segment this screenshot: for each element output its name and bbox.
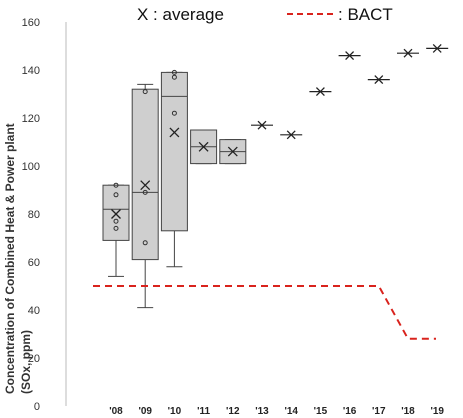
box-12 (219, 139, 247, 165)
mean-marker (111, 209, 121, 219)
mean-marker (286, 130, 296, 140)
mean-marker-stroke (198, 141, 209, 152)
legend-average-label: X : average (137, 5, 224, 24)
data-point (113, 225, 119, 231)
single-13 (251, 120, 273, 130)
x-tick-label: '13 (255, 406, 269, 417)
y-ticks: 0 20 40 60 80 100 120 140 160 (22, 17, 40, 413)
mean-marker (257, 120, 267, 130)
data-point (142, 89, 148, 95)
mean-marker (315, 87, 325, 97)
data-point (113, 218, 119, 224)
x-ticks: '08 '09 '10 '11 '12 '13 '14 '15 '16 '17 '18 '19 (109, 406, 444, 417)
data-point (113, 182, 119, 188)
legend: X : average : BACT (137, 5, 393, 24)
y-tick-label: 0 (34, 401, 40, 413)
x-tick-label: '09 (138, 406, 152, 417)
box-body (160, 71, 188, 232)
mean-marker (432, 43, 442, 53)
y-tick-label: 100 (22, 161, 40, 173)
y-tick-label: 160 (22, 17, 40, 29)
bact-series (93, 285, 436, 340)
x-tick-label: '10 (168, 406, 182, 417)
box-11 (190, 129, 218, 165)
x-tick-label: '18 (401, 406, 415, 417)
y-tick-label: 140 (22, 65, 40, 77)
y-tick-label: 120 (22, 113, 40, 125)
single-16 (338, 51, 361, 61)
data-point (171, 74, 177, 80)
x-tick-label: '19 (430, 406, 444, 417)
data-point (171, 110, 177, 116)
x-tick-label: '14 (284, 406, 298, 417)
x-tick-label: '08 (109, 406, 123, 417)
mean-marker-stroke (345, 51, 355, 61)
mean-marker-stroke (432, 43, 442, 53)
bact-line (93, 285, 436, 340)
box-body (131, 88, 159, 261)
mean-marker (374, 75, 384, 85)
y-tick-label: 60 (28, 257, 40, 269)
data-point (113, 192, 119, 198)
box-body (102, 184, 130, 241)
mean-marker (403, 48, 413, 58)
mean-marker-stroke (257, 120, 267, 130)
x-tick-label: '15 (314, 406, 328, 417)
mean-marker-stroke (315, 87, 325, 97)
single-18 (397, 48, 419, 58)
single-15 (309, 87, 332, 97)
y-tick-label: 80 (28, 209, 40, 221)
mean-marker (198, 141, 209, 152)
mean-marker-stroke (286, 130, 296, 140)
box-09 (131, 83, 159, 309)
single-17 (367, 75, 390, 85)
x-tick-label: '12 (226, 406, 240, 417)
legend-bact-label: : BACT (338, 5, 393, 24)
box-08 (102, 182, 130, 277)
mean-marker-stroke (227, 146, 238, 157)
mean-marker (345, 51, 355, 61)
data-point (171, 69, 177, 75)
mean-marker-stroke (169, 127, 180, 138)
x-tick-label: '11 (197, 406, 210, 417)
single-19 (426, 43, 449, 53)
y-axis-label-line1: Concentration of Combined Heat & Power p… (3, 123, 17, 394)
mean-marker-stroke (403, 48, 413, 58)
mean-marker-stroke (140, 180, 151, 191)
mean-marker (227, 146, 238, 157)
mean-marker (140, 180, 151, 191)
single-value-series (251, 43, 449, 140)
box-series (102, 69, 247, 309)
data-point (142, 189, 148, 195)
single-14 (280, 130, 303, 140)
y-tick-label: 20 (28, 353, 40, 365)
data-point (142, 240, 148, 246)
mean-marker (169, 127, 180, 138)
mean-marker-stroke (374, 75, 384, 85)
y-axis-label-line2: (SOx, ppm) (19, 330, 33, 394)
box-10 (160, 69, 188, 268)
x-tick-label: '17 (372, 406, 386, 417)
mean-marker-stroke (111, 209, 121, 219)
x-tick-label: '16 (343, 406, 357, 417)
y-tick-label: 40 (28, 305, 40, 317)
